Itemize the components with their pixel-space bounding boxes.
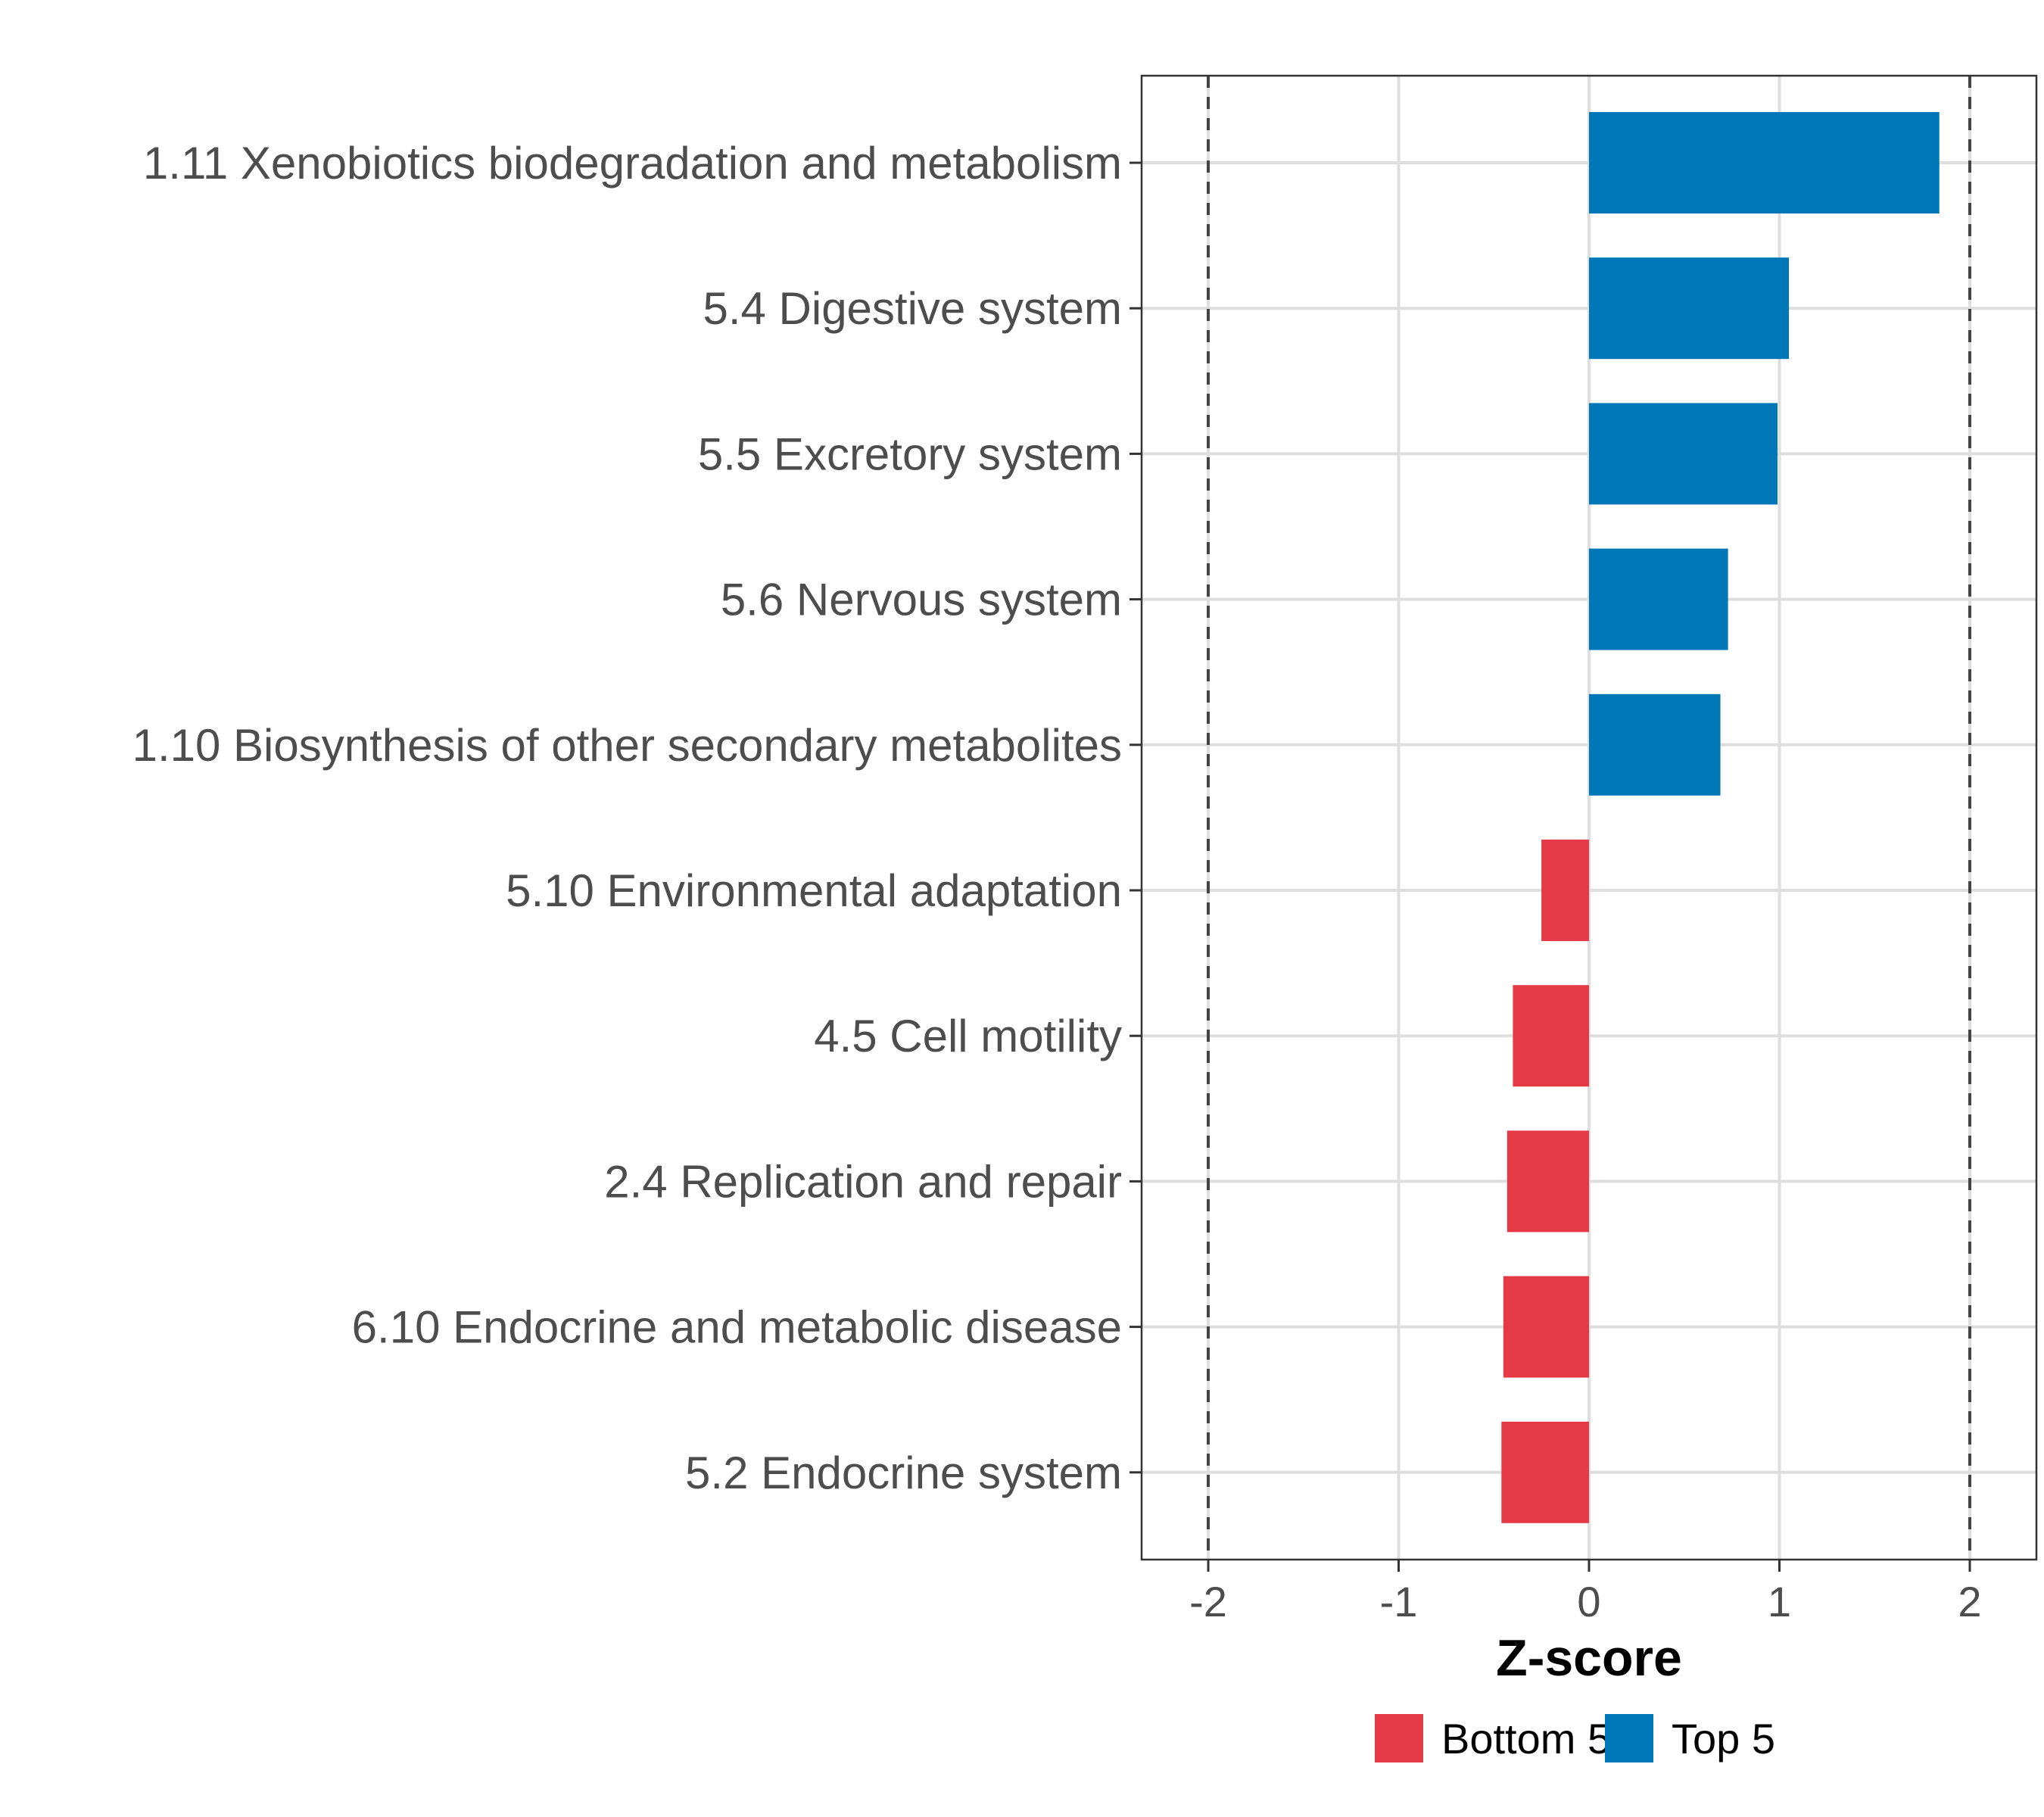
category-label: 2.4 Replication and repair <box>604 1156 1122 1207</box>
bar <box>1589 403 1778 505</box>
bar <box>1501 1421 1589 1523</box>
bar <box>1541 840 1589 941</box>
legend-swatch <box>1605 1714 1653 1762</box>
x-tick-labels: -2 -1 0 1 2 <box>1189 1578 1981 1625</box>
reference-lines <box>1207 76 1971 1560</box>
axis-ticks <box>1129 161 1971 1572</box>
bar <box>1513 985 1589 1087</box>
x-tick-label: -1 <box>1380 1578 1418 1625</box>
bar <box>1589 693 1721 796</box>
category-labels: 1.11 Xenobiotics biodegradation and meta… <box>132 138 1122 1498</box>
bar <box>1503 1276 1589 1378</box>
bar <box>1589 257 1790 360</box>
category-label: 4.5 Cell motility <box>814 1011 1122 1061</box>
legend-swatch <box>1375 1714 1423 1762</box>
category-label: 5.4 Digestive system <box>703 283 1122 334</box>
x-tick-label: -2 <box>1189 1578 1227 1625</box>
legend-label: Top 5 <box>1672 1715 1775 1762</box>
legend-label: Bottom 5 <box>1441 1715 1611 1762</box>
category-label: 5.2 Endocrine system <box>685 1448 1122 1498</box>
legend: Bottom 5 Top 5 <box>1375 1714 1775 1762</box>
bar <box>1589 548 1728 650</box>
x-tick-label: 1 <box>1768 1578 1791 1625</box>
category-label: 1.11 Xenobiotics biodegradation and meta… <box>143 138 1122 189</box>
category-label: 5.10 Environmental adaptation <box>506 865 1122 916</box>
x-tick-label: 2 <box>1958 1578 1981 1625</box>
x-tick-label: 0 <box>1577 1578 1600 1625</box>
bar <box>1507 1130 1589 1233</box>
bars <box>1501 112 1940 1523</box>
category-label: 6.10 Endocrine and metabolic disease <box>352 1302 1122 1353</box>
category-label: 5.5 Excretory system <box>698 429 1122 479</box>
bar <box>1589 112 1940 213</box>
category-label: 1.10 Biosynthesis of other secondary met… <box>132 720 1122 771</box>
x-axis-title: Z-score <box>1496 1629 1682 1687</box>
category-label: 5.6 Nervous system <box>721 575 1122 625</box>
